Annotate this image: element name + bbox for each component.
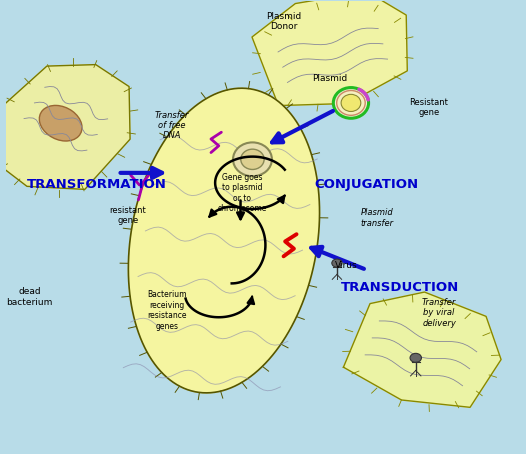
Text: dead
bacterium: dead bacterium [6,287,53,306]
Ellipse shape [333,88,369,118]
Text: TRANSDUCTION: TRANSDUCTION [341,281,459,294]
Polygon shape [0,64,130,189]
Ellipse shape [332,259,342,267]
Polygon shape [343,292,501,407]
Polygon shape [128,88,320,393]
Ellipse shape [341,94,361,112]
Text: Gene goes
to plasmid
or to
chromosome: Gene goes to plasmid or to chromosome [217,173,267,213]
Text: Bacterium
receiving
resistance
genes: Bacterium receiving resistance genes [147,291,187,331]
Ellipse shape [337,90,365,115]
Text: Transfer
by viral
delivery: Transfer by viral delivery [422,298,456,328]
Ellipse shape [233,143,272,176]
Text: resistant
gene: resistant gene [110,206,146,226]
Polygon shape [252,0,407,106]
Text: Virus: Virus [335,261,357,270]
Text: Plasmid
Donor: Plasmid Donor [266,12,301,31]
Text: CONJUGATION: CONJUGATION [315,178,419,191]
Text: Plasmid: Plasmid [312,74,348,83]
Text: TRANSFORMATION: TRANSFORMATION [27,178,167,191]
Ellipse shape [39,105,82,141]
Text: Plasmid
transfer: Plasmid transfer [360,208,393,227]
Text: Resistant
gene: Resistant gene [409,98,448,117]
Ellipse shape [410,353,421,362]
Text: Transfer
of free
DNA: Transfer of free DNA [155,111,189,140]
Ellipse shape [241,149,264,169]
